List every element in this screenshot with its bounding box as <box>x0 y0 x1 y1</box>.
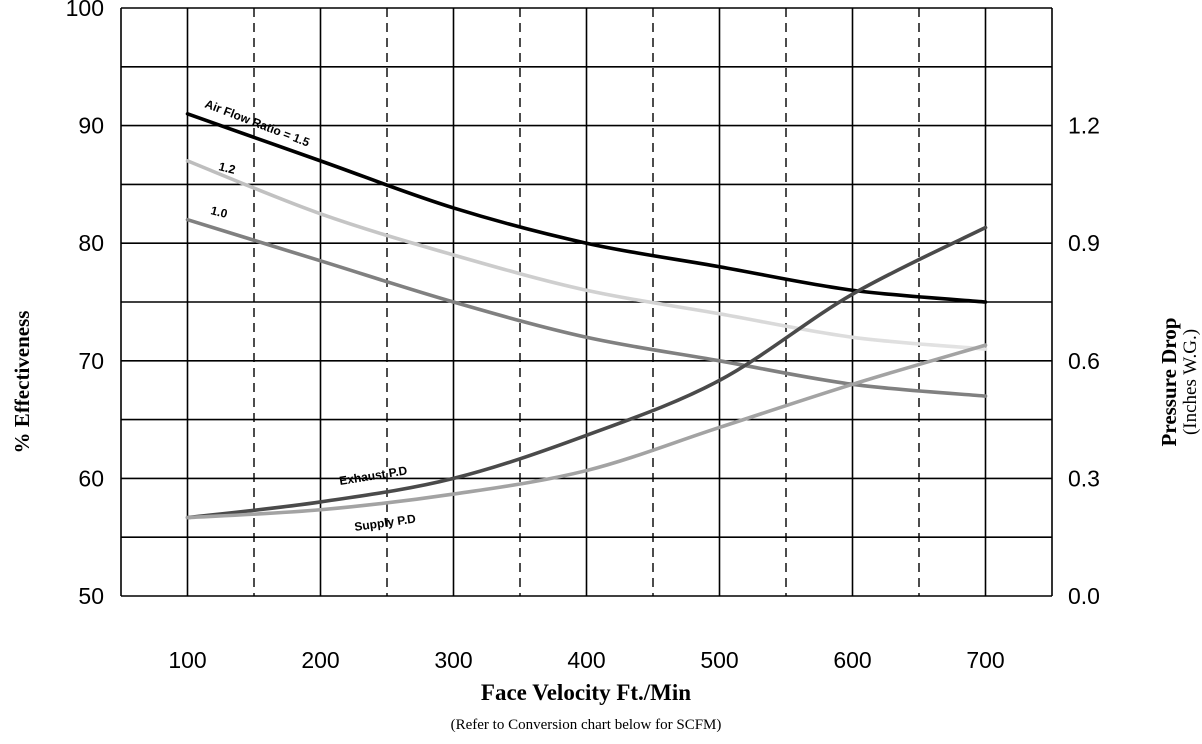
series-label-exhaust-pd: Exhaust P.D <box>338 463 408 488</box>
series-line-1-2 <box>185 159 988 351</box>
y-right-tick-label: 1.2 <box>1068 113 1100 139</box>
series-label-1-0: 1.0 <box>209 203 229 221</box>
y-right-tick-label: 0.3 <box>1068 465 1100 491</box>
series-line-supply-p-d <box>185 343 988 520</box>
y-left-tick-label: 80 <box>78 230 104 256</box>
x-axis-label: Face Velocity Ft./Min <box>481 680 691 705</box>
y-right-tick-label: 0.0 <box>1068 583 1100 609</box>
x-tick-label: 300 <box>434 647 472 673</box>
y-left-tick-label: 50 <box>78 583 104 609</box>
plot-series <box>185 112 988 520</box>
y-right-tick-label: 0.6 <box>1068 348 1100 374</box>
y-left-tick-label: 100 <box>66 0 104 21</box>
x-tick-label: 500 <box>700 647 738 673</box>
series-label-1-2: 1.2 <box>217 159 237 177</box>
tick-labels: 100 200 300 400 500 600 700 50 60 70 80 90 100 0.0 0.3… <box>66 0 1100 673</box>
series-label-supply-pd: Supply P.D <box>353 511 416 534</box>
y-axis-left-label: % Effectiveness <box>10 311 34 454</box>
grid <box>120 7 1053 597</box>
axis-titles: Face Velocity Ft./Min (Refer to Conversi… <box>10 311 1201 733</box>
x-tick-label: 200 <box>301 647 339 673</box>
x-tick-label: 100 <box>168 647 206 673</box>
series-line-exhaust-p-d <box>185 225 988 520</box>
series-line-air-flow-ratio-1-5 <box>185 112 988 304</box>
x-tick-label: 400 <box>567 647 605 673</box>
series-labels: Air Flow Ratio = 1.5 1.2 1.0 Exhaust P.D… <box>203 97 417 534</box>
x-axis-sublabel: (Refer to Conversion chart below for SCF… <box>451 717 722 733</box>
y-right-tick-label: 0.9 <box>1068 230 1100 256</box>
x-tick-label: 700 <box>966 647 1004 673</box>
y-axis-right-label: Pressure Drop <box>1157 318 1181 447</box>
y-left-tick-label: 70 <box>78 348 104 374</box>
y-left-tick-label: 60 <box>78 465 104 491</box>
y-axis-right-sublabel: (Inches W.G.) <box>1180 329 1201 435</box>
y-left-tick-label: 90 <box>78 113 104 139</box>
x-tick-label: 600 <box>833 647 871 673</box>
